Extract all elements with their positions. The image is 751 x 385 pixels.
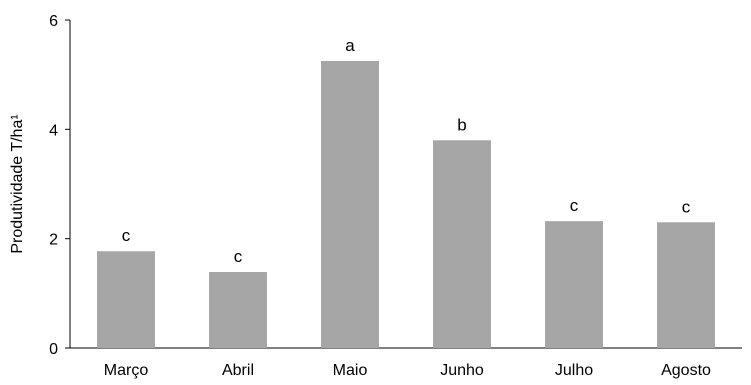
y-tick-label: 2	[49, 232, 58, 249]
bar	[545, 221, 603, 348]
x-tick-label: Junho	[440, 362, 484, 379]
x-tick-label: Julho	[555, 362, 593, 379]
y-axis: 0 2 4 6	[49, 13, 71, 358]
significance-label: b	[457, 115, 466, 134]
x-tick-label: Abril	[222, 362, 254, 379]
bar	[321, 61, 379, 348]
x-tick-label: Março	[104, 362, 149, 379]
y-tick-label: 0	[49, 341, 58, 358]
significance-label: a	[345, 36, 355, 55]
x-tick-label: Maio	[333, 362, 368, 379]
significance-label: c	[570, 196, 579, 215]
bars	[97, 61, 715, 348]
x-axis: Março Abril Maio Junho Julho Agosto	[70, 347, 742, 379]
y-tick-label: 4	[49, 122, 58, 139]
significance-label: c	[234, 247, 243, 266]
significance-labels: c c a b c c	[122, 36, 691, 266]
significance-label: c	[122, 226, 131, 245]
y-axis-title: Produtividade T/ha¹	[9, 114, 26, 253]
significance-label: c	[682, 197, 691, 216]
bar	[209, 272, 267, 348]
x-tick-label: Agosto	[661, 362, 711, 379]
y-tick-label: 6	[49, 13, 58, 30]
bar	[657, 222, 715, 348]
bar	[97, 251, 155, 348]
bar	[433, 140, 491, 348]
